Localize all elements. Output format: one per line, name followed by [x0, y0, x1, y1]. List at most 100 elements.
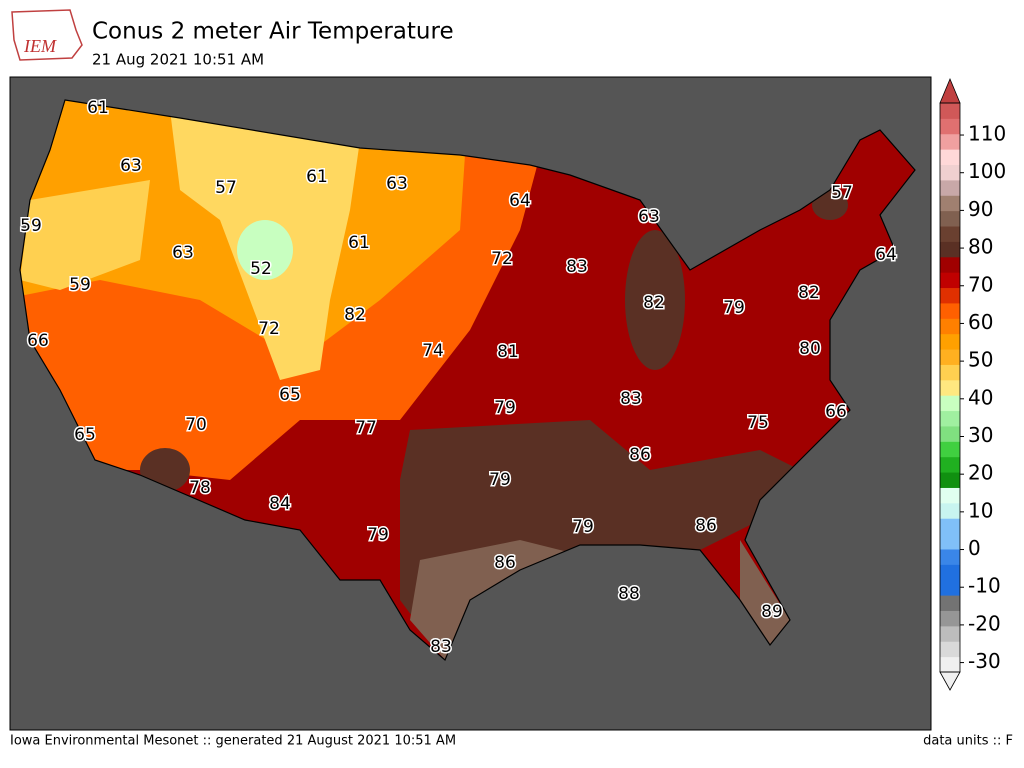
colorbar-band [940, 625, 960, 642]
contour-label: 82 [344, 305, 366, 325]
colorbar-band [940, 395, 960, 412]
contour-label: 83 [620, 389, 642, 409]
map-labels: 61 63 57 61 63 59 63 52 61 64 72 83 63 59 66 82 82 79 82 64… [19, 97, 899, 659]
colorbar-band [940, 302, 960, 319]
contour-label: 80 [799, 339, 821, 359]
contour-label: 70 [185, 415, 207, 435]
colorbar-band [940, 410, 960, 427]
contour-label: 89 [761, 602, 783, 622]
logo-text: IEM [23, 36, 57, 56]
colorbar-band [940, 103, 960, 119]
colorbar: -30 -20 -10 0 10 20 30 40 50 60 70 80 90 100 110 [939, 77, 1006, 691]
contour-label: 61 [87, 98, 109, 118]
contour-label: 74 [422, 341, 444, 361]
colorbar-band [940, 548, 960, 565]
colorbar-tick-label: 90 [968, 197, 993, 221]
colorbar-band [940, 441, 960, 458]
contour-label: 79 [489, 470, 511, 490]
colorbar-band [940, 656, 960, 673]
subtitle: 21 Aug 2021 10:51 AM [92, 51, 264, 69]
colorbar-band [940, 641, 960, 658]
contour-label: 82 [643, 293, 665, 313]
contour-label: 66 [825, 402, 847, 422]
contour-label: 88 [618, 584, 640, 604]
colorbar-band [940, 241, 960, 258]
colorbar-tick-label: 100 [968, 159, 1006, 183]
colorbar-band [940, 472, 960, 488]
colorbar-band [940, 595, 960, 611]
contour-label: 57 [215, 178, 237, 198]
contour-label: 86 [695, 516, 717, 536]
colorbar-tick-label: 30 [968, 423, 993, 447]
colorbar-band [940, 564, 960, 581]
contour-label: 79 [723, 298, 745, 318]
colorbar-band [940, 164, 960, 181]
contour-label: 59 [69, 275, 91, 295]
contour-label: 86 [629, 445, 651, 465]
colorbar-tick-label: 60 [968, 310, 993, 334]
contour-label: 63 [638, 207, 660, 227]
contour-label: 82 [798, 283, 820, 303]
contour-label: 59 [20, 216, 42, 236]
colorbar-tick-label: 20 [968, 461, 993, 485]
colorbar-band [940, 533, 960, 550]
contour-label: 79 [367, 525, 389, 545]
contour-label: 86 [494, 553, 516, 573]
contour-label: 63 [120, 156, 142, 176]
contour-label: 81 [497, 342, 519, 362]
colorbar-band [940, 195, 960, 212]
colorbar-band [940, 502, 960, 519]
contour-label: 79 [572, 517, 594, 537]
colorbar-band [940, 610, 960, 627]
contour-label: 63 [172, 243, 194, 263]
contour-label: 63 [386, 174, 408, 194]
contour-label: 57 [831, 183, 853, 203]
colorbar-under [939, 671, 961, 691]
colorbar-tick-label: 40 [968, 385, 993, 409]
colorbar-tick-label: -10 [968, 574, 1001, 598]
contour-label: 79 [494, 398, 516, 418]
colorbar-band [940, 226, 960, 242]
colorbar-band [940, 179, 960, 196]
colorbar-tick-label: 110 [968, 122, 1006, 146]
contour-label: 83 [566, 257, 588, 277]
colorbar-tick-label: 50 [968, 348, 993, 372]
colorbar-tick-label: -30 [968, 649, 1001, 673]
contour-label: 65 [74, 425, 96, 445]
colorbar-band [940, 318, 960, 335]
contour-label: 83 [430, 637, 452, 657]
contour-label: 65 [279, 385, 301, 405]
us-outline [19, 99, 916, 661]
colorbar-tick-label: 70 [968, 272, 993, 296]
contour-label: 61 [306, 167, 328, 187]
colorbar-band [940, 149, 960, 166]
contour-label: 77 [355, 418, 377, 438]
colorbar-tick-label: -20 [968, 611, 1001, 635]
colorbar-tick-label: 0 [968, 536, 981, 560]
contour-label: 64 [875, 245, 897, 265]
colorbar-band [940, 379, 960, 396]
footer-right: data units :: F [923, 734, 1013, 749]
colorbar-frame [939, 102, 961, 673]
contour-label: 78 [189, 478, 211, 498]
colorbar-band [940, 118, 960, 135]
colorbar-tick-label: 10 [968, 498, 993, 522]
contour-label: 72 [491, 249, 513, 269]
contour-label: 61 [348, 233, 370, 253]
colorbar-band [940, 272, 960, 289]
colorbar-tick-label: 80 [968, 235, 993, 259]
colorbar-band [940, 349, 960, 365]
colorbar-over [939, 77, 961, 104]
logo: IEM [11, 9, 83, 61]
contour-label: 52 [250, 259, 272, 279]
contour-label: 75 [747, 413, 769, 433]
colorbar-band [940, 487, 960, 504]
contour-label: 66 [27, 331, 49, 351]
title: Conus 2 meter Air Temperature [92, 19, 454, 45]
colorbar-band [940, 364, 960, 381]
colorbar-band [940, 210, 960, 227]
colorbar-band [940, 333, 960, 350]
contour-label: 64 [509, 191, 531, 211]
footer-left: Iowa Environmental Mesonet :: generated … [10, 734, 456, 749]
